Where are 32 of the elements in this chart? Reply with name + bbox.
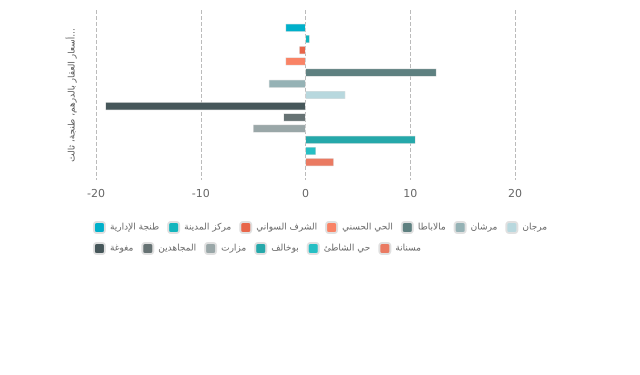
- bar: [299, 46, 306, 54]
- x-tick-label: 20: [508, 187, 522, 200]
- legend-label: مركز المدينة: [184, 222, 232, 232]
- bar: [306, 136, 416, 144]
- bar: [306, 158, 334, 166]
- legend-label: مرشان: [470, 222, 498, 232]
- bar: [268, 80, 306, 88]
- legend-label: مرجان: [522, 222, 548, 232]
- legend-label: الشرف السواني: [256, 222, 318, 232]
- bar: [286, 24, 306, 32]
- legend-label: مسنانة: [395, 244, 422, 254]
- y-axis-title: أسعار العقار بالدرهم، طنجة، ثالث...: [66, 28, 78, 162]
- bar: [306, 68, 436, 77]
- bar: [105, 102, 306, 110]
- bar: [284, 113, 306, 122]
- legend-label: حي الشاطئ: [324, 244, 370, 254]
- legend-label: الحي الحسني: [342, 222, 393, 232]
- bar: [306, 91, 346, 99]
- x-tick-label: -10: [192, 187, 210, 200]
- bar: [286, 57, 306, 66]
- x-tick-label: 10: [403, 187, 418, 200]
- bar: [253, 124, 306, 133]
- legend-label: مزارت: [221, 244, 246, 254]
- legend-label: بوخالف: [271, 244, 299, 254]
- bar: [306, 35, 310, 43]
- bar: [306, 147, 316, 155]
- legend-label: المجاهدين: [158, 244, 196, 254]
- legend-label: طنجة الإدارية: [110, 222, 160, 232]
- x-tick-label: 0: [302, 187, 309, 200]
- x-tick-label: -20: [87, 187, 105, 200]
- legend-label: مالاباطا: [418, 222, 446, 232]
- legend-label: مغوغة: [110, 244, 134, 254]
